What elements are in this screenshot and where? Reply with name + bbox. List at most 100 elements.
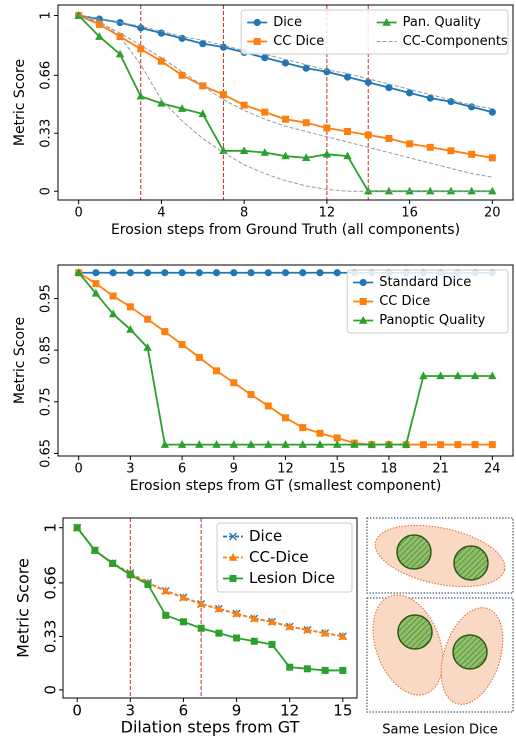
series-line <box>78 15 493 110</box>
point <box>350 440 359 448</box>
point <box>246 440 256 448</box>
point <box>322 149 332 158</box>
point <box>178 340 186 348</box>
point <box>281 59 290 67</box>
point <box>303 625 312 634</box>
point <box>299 269 307 277</box>
legend-label: Panoptic Quality <box>379 313 485 328</box>
point <box>74 11 83 19</box>
point <box>426 143 434 151</box>
legend-marker <box>382 18 391 26</box>
point <box>195 353 203 361</box>
point <box>250 637 258 645</box>
point <box>108 309 118 318</box>
point <box>281 151 290 160</box>
point <box>230 379 238 387</box>
point <box>454 441 462 449</box>
point <box>126 303 134 311</box>
point <box>144 580 152 588</box>
point <box>240 101 248 109</box>
point <box>385 135 393 143</box>
legend-marker <box>253 38 261 45</box>
point <box>261 108 269 116</box>
point <box>162 611 170 619</box>
point <box>157 98 166 107</box>
chart: 0 3 6 9 12 15 0 0.33 0.66 1 Dilation steps from GT… <box>14 517 358 737</box>
point <box>219 91 227 99</box>
plot-frame <box>57 4 514 201</box>
point <box>282 115 289 123</box>
point <box>126 269 134 277</box>
legend-marker <box>229 575 237 582</box>
legend-marker <box>253 18 261 27</box>
point <box>339 666 347 674</box>
point <box>488 371 497 380</box>
point <box>285 622 294 630</box>
point <box>92 269 100 277</box>
point <box>315 440 325 448</box>
y-tick-label: 0.75 <box>39 387 54 416</box>
plot-frame <box>62 517 358 699</box>
x-tick-label: 15 <box>333 702 352 720</box>
point <box>116 18 124 27</box>
legend-label: Standard Dice <box>379 275 471 290</box>
chart: 0 4 8 12 16 20 0 0.33 0.66 1 Erosion steps from Gr… <box>12 4 514 238</box>
point <box>161 269 169 277</box>
point <box>239 146 249 155</box>
point <box>161 586 170 595</box>
point <box>199 40 207 48</box>
point <box>250 614 259 622</box>
point <box>447 147 455 155</box>
point <box>137 45 145 53</box>
x-tick-label: 12 <box>319 206 336 221</box>
panel-box <box>366 597 514 713</box>
point <box>195 269 203 277</box>
point <box>212 440 221 448</box>
point <box>282 414 289 422</box>
point <box>136 91 145 100</box>
point <box>364 186 373 195</box>
point <box>160 440 170 448</box>
point <box>126 571 134 579</box>
point <box>338 631 348 640</box>
point <box>195 440 204 448</box>
legend-label: CC-Dice <box>249 548 309 566</box>
legend-marker <box>359 316 368 324</box>
x-axis-label: Dilation steps from GT <box>121 718 300 737</box>
x-tick-label: 3 <box>126 702 136 720</box>
point <box>316 429 324 437</box>
point <box>179 592 188 601</box>
y-tick-label: 0 <box>39 187 54 195</box>
point <box>92 280 100 288</box>
point <box>144 269 152 277</box>
point <box>116 33 124 41</box>
point <box>436 371 445 380</box>
point <box>260 148 270 156</box>
point <box>426 94 434 102</box>
point <box>157 57 165 65</box>
point <box>384 186 394 195</box>
point <box>488 108 496 116</box>
legend-marker <box>228 553 238 561</box>
point <box>405 186 414 195</box>
y-tick-label: 0.33 <box>42 620 60 653</box>
point <box>233 634 241 642</box>
y-axis-label: Metric Score <box>12 317 28 404</box>
legend-label: Dice <box>249 527 282 545</box>
panel-box <box>366 517 514 594</box>
legend-label: Lesion Dice <box>249 569 335 587</box>
point <box>302 119 310 127</box>
point <box>343 73 352 81</box>
component <box>396 534 432 570</box>
x-tick-label: 16 <box>401 206 418 221</box>
point <box>344 127 352 135</box>
point <box>401 440 411 448</box>
point <box>232 609 241 617</box>
point <box>333 440 342 448</box>
point <box>321 666 329 674</box>
point <box>437 441 445 449</box>
point <box>316 269 324 277</box>
point <box>281 440 290 448</box>
x-axis-label: Erosion steps from Ground Truth (all com… <box>111 222 460 238</box>
